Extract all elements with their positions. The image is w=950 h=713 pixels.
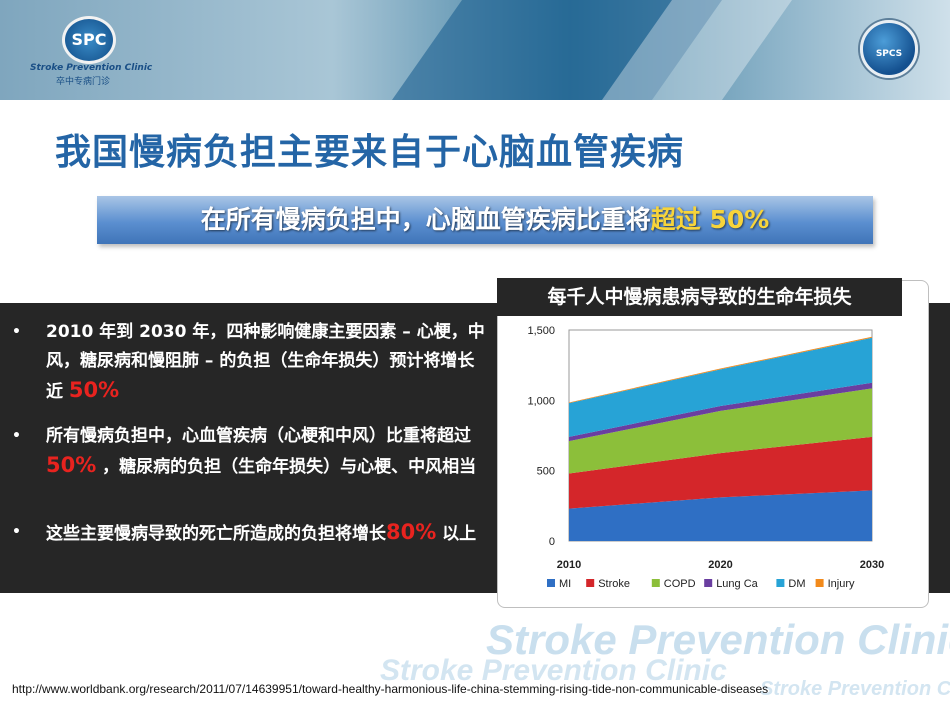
x-tick-label: 2030 [860, 559, 884, 571]
y-tick-label: 500 [537, 466, 555, 478]
legend-label: Stroke [598, 578, 630, 590]
x-tick-label: 2010 [557, 559, 581, 571]
spc-logo-chinese: 卒中专病门诊 [56, 77, 111, 87]
spc-logo-mark: SPC [62, 16, 116, 64]
chart-title-background [497, 278, 902, 316]
bullet-body: 这些主要慢病导致的死亡所造成的负担将增长 [46, 524, 386, 544]
bullet-highlight: 50% [68, 378, 120, 402]
legend-label: Lung Ca [716, 578, 758, 590]
bullet-highlight: 50% [46, 453, 97, 477]
bullet-body: 2010 年到 2030 年，四种影响健康主要因素 – 心梗，中风，糖尿病和慢阻… [46, 322, 485, 402]
bullet-item: • 所有慢病负担中，心血管疾病（心梗和中风）比重将超过 50% ，糖尿病的负担（… [0, 422, 490, 512]
bullet-text: 2010 年到 2030 年，四种影响健康主要因素 – 心梗，中风，糖尿病和慢阻… [46, 318, 486, 407]
area-lung-ca [569, 382, 872, 442]
chart-title: 每千人中慢病患病导致的生命年损失 [547, 286, 852, 308]
bullet-body: 所有慢病负担中，心血管疾病（心梗和中风）比重将超过 [46, 426, 471, 446]
legend-swatch [586, 579, 595, 587]
legend-swatch [815, 579, 824, 587]
key-message-highlight: 超过 50% [650, 205, 770, 234]
bullet-icon: • [12, 324, 21, 340]
slide-title: 我国慢病负担主要来自于心脑血管疾病 [55, 132, 685, 173]
legend-swatch [547, 579, 555, 587]
key-message-banner: 在所有慢病负担中，心脑血管疾病比重将超过 50% [97, 196, 873, 244]
legend-label: Injury [828, 578, 855, 590]
spc-logo: SPC Stroke Prevention Clinic 卒中专病门诊 [30, 16, 153, 87]
legend-label: COPD [664, 578, 696, 590]
legend-label: DM [788, 578, 805, 590]
watermark-text: Stroke Prevention Clinic [380, 654, 727, 687]
header-banner: SPC Stroke Prevention Clinic 卒中专病门诊 SPCS [0, 0, 950, 100]
legend-label: MI [559, 578, 571, 590]
watermark-text: Stroke Prevention Clinic [486, 616, 950, 663]
legend-swatch [776, 579, 785, 587]
watermark-text: Stroke Prevention Clinic [760, 678, 950, 700]
y-tick-label: 1,500 [527, 325, 555, 337]
legend-swatch [651, 579, 660, 587]
stacked-area-chart: 0 500 1,000 1,500 2010 2020 2030 MI Stroke COPD Lu… [527, 325, 884, 590]
y-tick-label: 1,000 [527, 395, 555, 407]
bullet-after: 以上 [436, 524, 477, 544]
area-mi [569, 490, 872, 541]
bullet-highlight: 80% [386, 520, 437, 544]
spcs-logo: SPCS [860, 20, 918, 78]
bullet-item: • 2010 年到 2030 年，四种影响健康主要因素 – 心梗，中风，糖尿病和… [0, 318, 490, 408]
area-copd [569, 388, 872, 474]
area-stroke [569, 436, 872, 509]
bullet-item: • 这些主要慢病导致的死亡所造成的负担将增长80% 以上 [0, 518, 490, 578]
bullet-icon: • [12, 428, 21, 444]
bullet-after: ，糖尿病的负担（生命年损失）与心梗、中风相当 [96, 457, 477, 477]
bullet-icon: • [12, 524, 21, 540]
key-message-text: 在所有慢病负担中，心脑血管疾病比重将超过 50% [97, 196, 873, 244]
bullet-text: 所有慢病负担中，心血管疾病（心梗和中风）比重将超过 50% ，糖尿病的负担（生命… [46, 422, 486, 482]
legend-swatch [704, 579, 713, 587]
spc-logo-english: Stroke Prevention Clinic [30, 63, 153, 73]
key-message-main: 在所有慢病负担中，心脑血管疾病比重将 [200, 205, 651, 234]
x-tick-label: 2020 [708, 559, 732, 571]
y-tick-label: 0 [549, 536, 555, 548]
area-injury [569, 336, 872, 404]
source-url: http://www.worldbank.org/research/2011/0… [12, 682, 769, 696]
area-dm [569, 337, 872, 437]
bullet-text: 这些主要慢病导致的死亡所造成的负担将增长80% 以上 [46, 518, 486, 549]
